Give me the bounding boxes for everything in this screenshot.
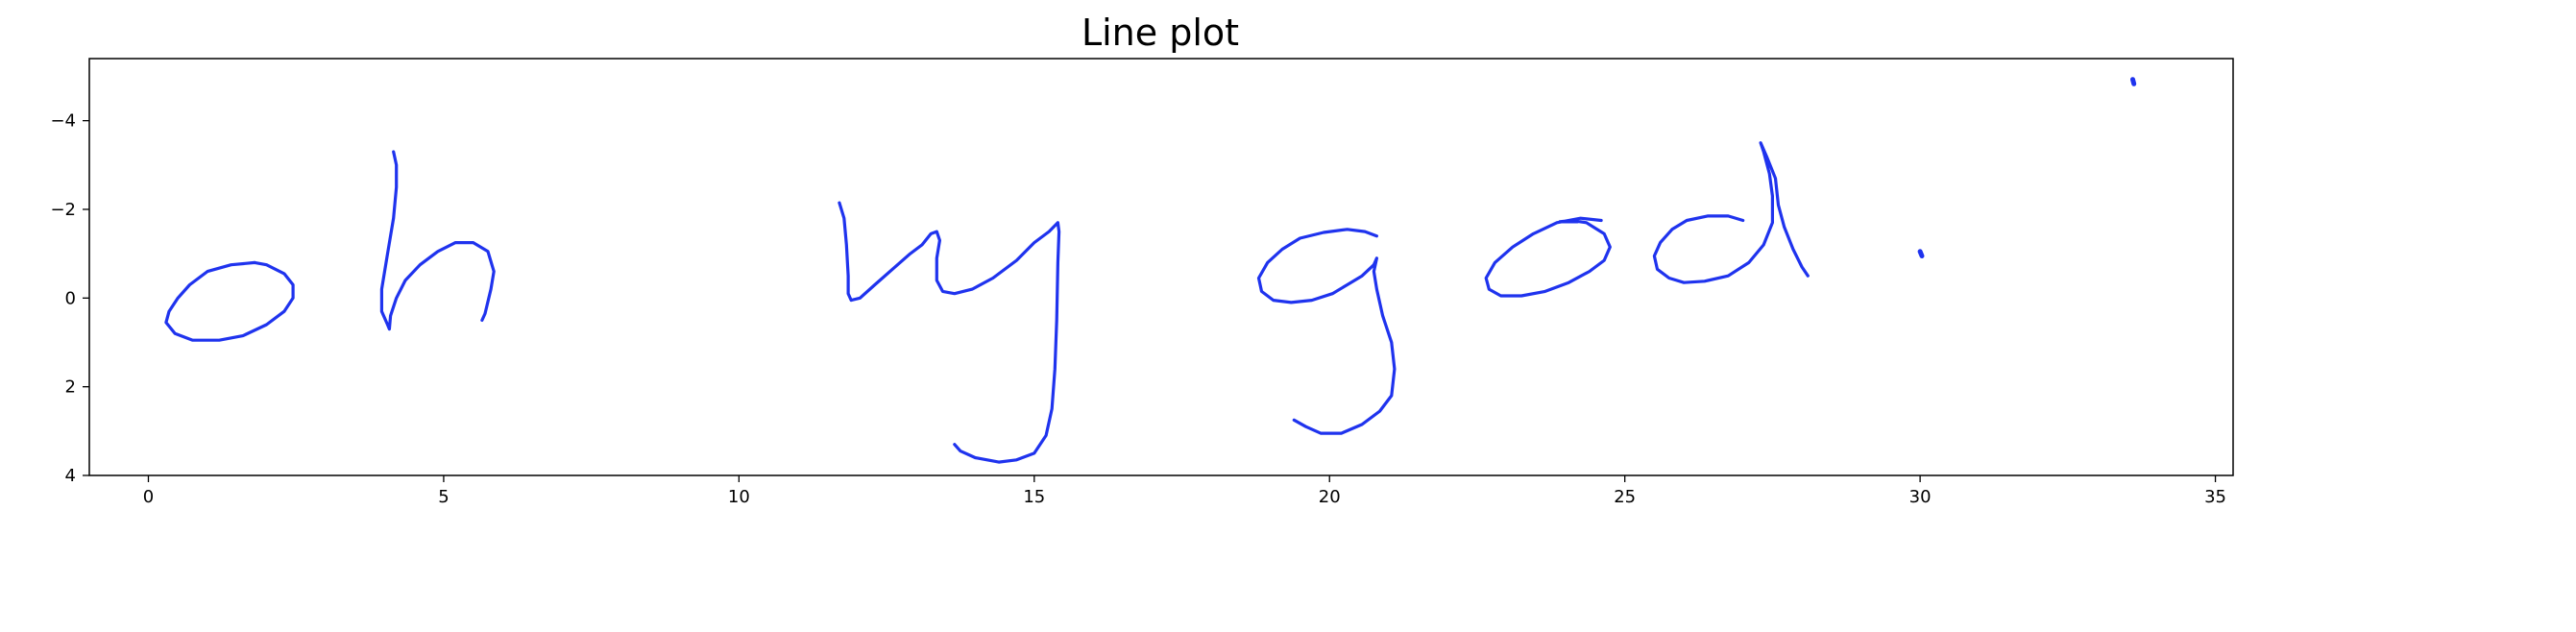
- x-tick-label: 10: [728, 487, 750, 507]
- chart-title: Line plot: [1081, 12, 1239, 54]
- y-tick-label: −2: [50, 200, 76, 220]
- x-tick-label: 25: [1614, 487, 1636, 507]
- plot-frame: [88, 58, 2234, 476]
- x-tick-label: 35: [2204, 487, 2226, 507]
- series-line-0: [164, 260, 295, 342]
- y-tick-label: 0: [65, 288, 76, 308]
- y-tick-label: −4: [50, 111, 76, 132]
- y-tick-label: 4: [65, 466, 76, 486]
- x-tick-label: 30: [1909, 487, 1932, 507]
- series-line-1: [379, 150, 496, 331]
- x-tick-label: 0: [143, 487, 154, 507]
- x-tick-label: 15: [1023, 487, 1045, 507]
- x-tick-label: 5: [438, 487, 449, 507]
- series-line-4: [1484, 216, 1612, 298]
- plot-strokes: [164, 77, 2137, 464]
- series-line-2: [838, 201, 1061, 464]
- series-line-5: [1652, 141, 1810, 284]
- plot-axes: 0 5 10 15 20 25 30 35 −4 −2 0 2 4: [50, 58, 2234, 507]
- series-line-7: [2130, 77, 2137, 86]
- series-line-3: [1256, 228, 1397, 435]
- series-line-6: [1917, 249, 1925, 258]
- x-tick-label: 20: [1319, 487, 1341, 507]
- y-tick-label: 2: [65, 377, 76, 398]
